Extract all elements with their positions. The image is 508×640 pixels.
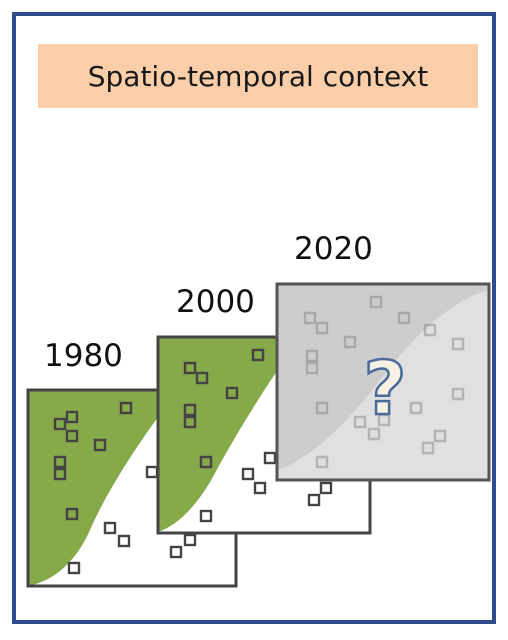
question-mark-icon: ? — [364, 346, 407, 432]
vegetation-area-2000 — [158, 337, 300, 532]
title-box: Spatio-temporal context — [38, 44, 478, 108]
title-text: Spatio-temporal context — [87, 59, 429, 93]
vegetation-area-1980 — [28, 390, 178, 586]
year-label-2020: 2020 — [294, 231, 373, 267]
year-label-1980: 1980 — [44, 338, 123, 374]
vegetation-area-2020 — [277, 284, 489, 470]
year-label-2000: 2000 — [176, 284, 255, 320]
map-panel-2020 — [275, 282, 491, 482]
